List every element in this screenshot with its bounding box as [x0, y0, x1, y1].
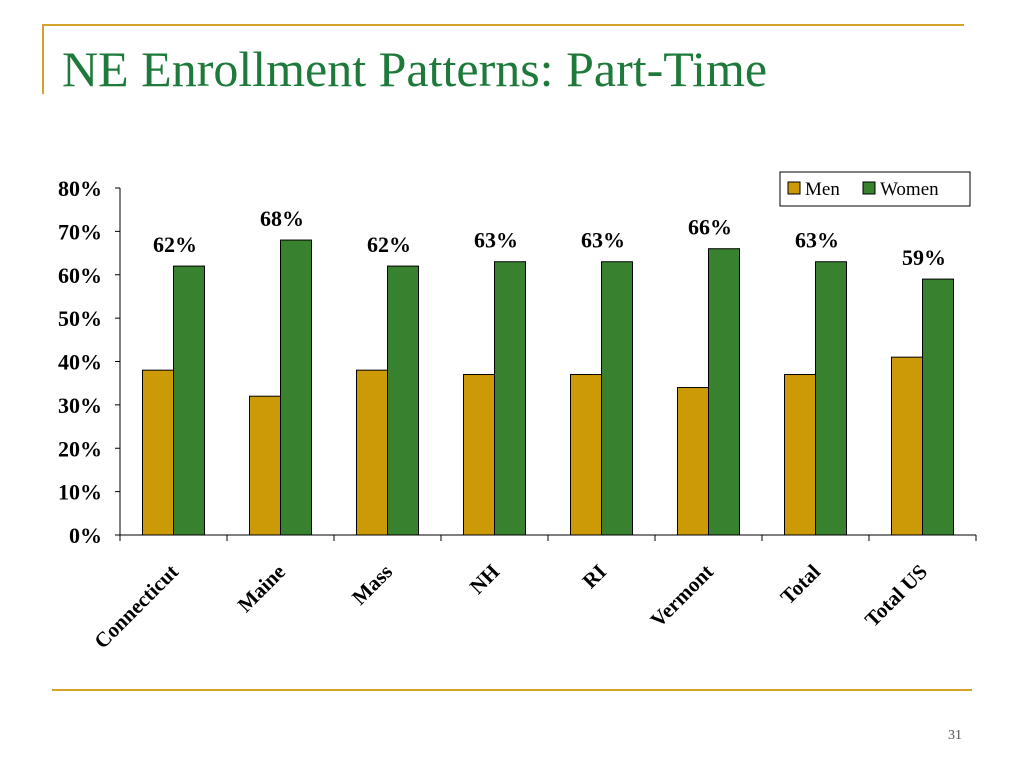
- men-bar: [784, 374, 816, 536]
- men-bar: [249, 395, 281, 536]
- data-label: 63%: [474, 228, 518, 253]
- bottom-accent-rule: [52, 689, 972, 691]
- y-tick-label: 0%: [69, 523, 102, 548]
- men-bar: [356, 369, 388, 536]
- data-label: 62%: [367, 232, 411, 257]
- y-tick-label: 20%: [58, 436, 102, 461]
- y-tick-label: 60%: [58, 263, 102, 288]
- data-label: 63%: [581, 228, 625, 253]
- x-category-label: Mass: [347, 560, 397, 610]
- x-category-label: Connecticut: [89, 560, 183, 654]
- data-label: 66%: [688, 215, 732, 240]
- data-label: 62%: [153, 232, 197, 257]
- women-bar: [708, 248, 740, 536]
- y-tick-label: 80%: [58, 176, 102, 201]
- legend-label: Men: [805, 179, 840, 200]
- women-bar: [922, 278, 954, 536]
- men-bar: [142, 369, 174, 536]
- top-accent-rule: [42, 24, 964, 26]
- y-tick-label: 40%: [58, 350, 102, 375]
- data-label: 59%: [902, 245, 946, 270]
- women-bar: [494, 261, 526, 536]
- men-bar: [891, 356, 923, 536]
- women-legend-swatch: [862, 181, 876, 195]
- women-bar: [387, 265, 419, 536]
- men-bar: [463, 374, 495, 536]
- y-tick-label: 30%: [58, 393, 102, 418]
- y-tick-label: 50%: [58, 306, 102, 331]
- x-category-label: Total US: [860, 560, 932, 632]
- page-number: 31: [948, 728, 962, 743]
- men-legend-swatch: [787, 181, 801, 195]
- men-bar: [677, 387, 709, 536]
- side-accent-rule: [42, 24, 44, 94]
- legend-label: Women: [880, 179, 939, 200]
- x-category-label: Total: [776, 559, 826, 609]
- data-label: 63%: [795, 228, 839, 253]
- x-category-label: Maine: [233, 560, 290, 617]
- y-tick-label: 10%: [58, 480, 102, 505]
- women-bar: [173, 265, 205, 536]
- men-bar: [570, 374, 602, 536]
- women-bar: [280, 239, 312, 536]
- women-bar: [815, 261, 847, 536]
- y-tick-label: 70%: [58, 219, 102, 244]
- women-bar: [601, 261, 633, 536]
- x-category-label: Vermont: [646, 560, 719, 633]
- x-category-label: RI: [578, 560, 611, 593]
- x-category-label: NH: [465, 560, 504, 599]
- data-label: 68%: [260, 206, 304, 231]
- slide-title: NE Enrollment Patterns: Part-Time: [62, 41, 768, 97]
